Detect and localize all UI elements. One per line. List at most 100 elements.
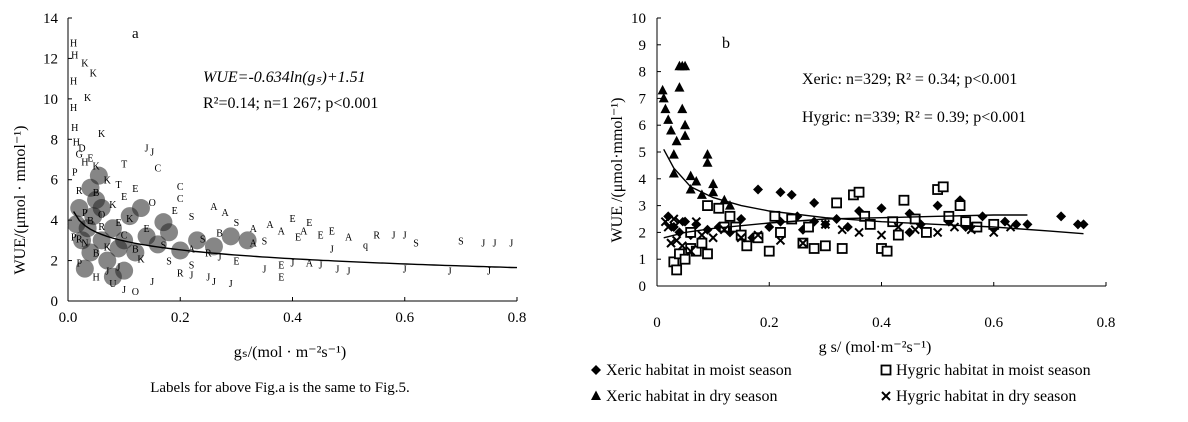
panel-a-point: A bbox=[266, 220, 274, 231]
panel-b-point-triangle bbox=[660, 103, 671, 114]
panel-b-point-cross bbox=[669, 214, 679, 224]
panel-a-point: S bbox=[200, 234, 206, 245]
panel-a-point: K bbox=[81, 58, 89, 69]
panel-b-point-cross bbox=[910, 225, 920, 235]
panel-a-point: J bbox=[330, 244, 334, 255]
panel-a-point: J bbox=[448, 267, 452, 278]
panel-a-point: J bbox=[291, 259, 295, 270]
panel-a-point: S bbox=[262, 236, 268, 247]
panel-b-point-square bbox=[921, 226, 932, 238]
panel-b-point-diamond bbox=[736, 214, 747, 224]
panel-b-point-triangle bbox=[691, 175, 702, 186]
panel-a-x-tick-label: 0.2 bbox=[171, 310, 190, 326]
panel-a-point: J bbox=[105, 267, 109, 278]
panel-b-point-cross bbox=[820, 219, 831, 230]
panel-a-point: U bbox=[109, 279, 117, 290]
panel-a-cluster-blob bbox=[92, 199, 111, 218]
panel-b-point-square bbox=[702, 200, 713, 212]
panel-b-x-tick-label: 0.4 bbox=[872, 315, 891, 331]
panel-b-point-cross bbox=[685, 246, 696, 256]
panel-a-point: H bbox=[81, 158, 88, 169]
panel-b-point-cross bbox=[932, 227, 943, 238]
panel-a-point: R bbox=[76, 186, 83, 197]
panel-a-fit-line bbox=[73, 211, 518, 269]
panel-a-point: R bbox=[177, 269, 184, 280]
panel-a-point: P bbox=[72, 168, 78, 179]
panel-b-point-square bbox=[960, 216, 972, 228]
panel-a-point: A bbox=[188, 244, 196, 255]
panel-b-point-cross bbox=[697, 230, 707, 240]
panel-b-point-triangle bbox=[696, 189, 707, 199]
panel-a-cluster-blob bbox=[126, 243, 145, 262]
panel-a-x-tick-label: 0.0 bbox=[59, 310, 78, 326]
panel-b-point-diamond bbox=[842, 222, 853, 233]
legend-marker-diamond bbox=[591, 365, 601, 375]
panel-a-point: S bbox=[234, 218, 240, 229]
panel-a-point: K bbox=[90, 69, 98, 80]
panel-a-point: C bbox=[177, 194, 184, 205]
panel-a-y-tick-label: 4 bbox=[51, 213, 59, 229]
panel-b-point-diamond bbox=[753, 184, 764, 195]
panel-a-dense-cluster bbox=[67, 166, 257, 286]
panel-a-point: J bbox=[190, 271, 194, 282]
panel-a-point: B bbox=[216, 228, 223, 239]
panel-b-point-square bbox=[881, 245, 893, 257]
panel-a-point: E bbox=[87, 153, 93, 164]
panel-b-point-square bbox=[819, 240, 831, 252]
panel-b-point-diamond bbox=[904, 227, 915, 238]
panel-a-y-tick-label: 8 bbox=[51, 132, 59, 148]
panel-a-point: J bbox=[403, 265, 407, 276]
panel-b-y-tick-label: 5 bbox=[639, 145, 647, 161]
panel-b-point-triangle bbox=[666, 125, 677, 135]
panel-b-y-tick-label: 1 bbox=[639, 252, 647, 268]
panel-b-y-tick-label: 10 bbox=[631, 11, 646, 27]
panel-a-point: J bbox=[319, 261, 323, 272]
panel-a-point: S bbox=[166, 257, 172, 268]
panel-a-x-label: gₛ/(mol · m⁻²s⁻¹) bbox=[234, 344, 346, 361]
panel-b-point-triangle bbox=[674, 82, 685, 92]
panel-b-point-triangle bbox=[668, 149, 679, 159]
panel-a-point: E bbox=[121, 192, 127, 203]
panel-b-point-triangle bbox=[708, 178, 719, 189]
panel-b-points bbox=[657, 60, 1089, 276]
panel-b-point-diamond bbox=[786, 189, 797, 200]
panel-b-point-diamond bbox=[977, 211, 988, 222]
panel-b-point-cross bbox=[691, 216, 701, 227]
panel-b-point-triangle bbox=[680, 60, 691, 71]
panel-b-point-diamond bbox=[809, 197, 820, 208]
legend-marker-triangle bbox=[591, 390, 601, 400]
panel-b-point-square bbox=[836, 243, 848, 254]
panel-b-point-cross bbox=[677, 241, 687, 251]
panel-a-point: E bbox=[295, 232, 301, 243]
panel-b: 0 0.2 0.4 0.6 0.8 0 1 2 3 4 5 6 7 8 9 10 b Xeric: n=329… bbox=[591, 11, 1115, 405]
panel-b-y-tick-label: 7 bbox=[639, 91, 647, 107]
panel-a-x-tick-label: 0.6 bbox=[395, 310, 414, 326]
panel-a-point: P bbox=[76, 259, 82, 270]
panel-a-point: J bbox=[212, 277, 216, 288]
panel-b-point-cross bbox=[708, 233, 718, 243]
panel-a-point: J bbox=[481, 238, 485, 249]
panel-a-point: R bbox=[373, 230, 380, 241]
panel-a-cluster-blob bbox=[98, 251, 117, 270]
panel-a-x-tick-label: 0.8 bbox=[508, 310, 527, 326]
panel-b-point-triangle bbox=[663, 114, 674, 124]
panel-a-cluster-blob bbox=[103, 219, 122, 238]
panel-b-point-cross bbox=[893, 222, 904, 232]
panel-b-x-label: g s/ (mol·m⁻²s⁻¹) bbox=[819, 339, 932, 356]
panel-a-point: G bbox=[76, 149, 83, 160]
panel-a-point: R bbox=[205, 248, 212, 259]
panel-a-point: K bbox=[104, 176, 112, 187]
panel-a-point: E bbox=[115, 218, 121, 229]
panel-a-y-tick-label: 0 bbox=[51, 294, 59, 310]
panel-a-y-tick-label: 14 bbox=[43, 11, 59, 27]
legend-label: Xeric habitat in moist season bbox=[606, 362, 792, 379]
panel-a-point: P bbox=[71, 232, 77, 243]
panel-a-point: E bbox=[289, 214, 295, 225]
panel-b-point-cross bbox=[775, 235, 786, 246]
panel-a-point: E bbox=[306, 218, 312, 229]
panel-b-point-triangle bbox=[671, 135, 682, 146]
panel-b-point-triangle bbox=[668, 167, 679, 178]
panel-a-ticks: 0.0 0.2 0.4 0.6 0.8 0 2 4 6 8 10 12 14 bbox=[43, 11, 526, 326]
panel-b-point-cross bbox=[736, 233, 746, 243]
